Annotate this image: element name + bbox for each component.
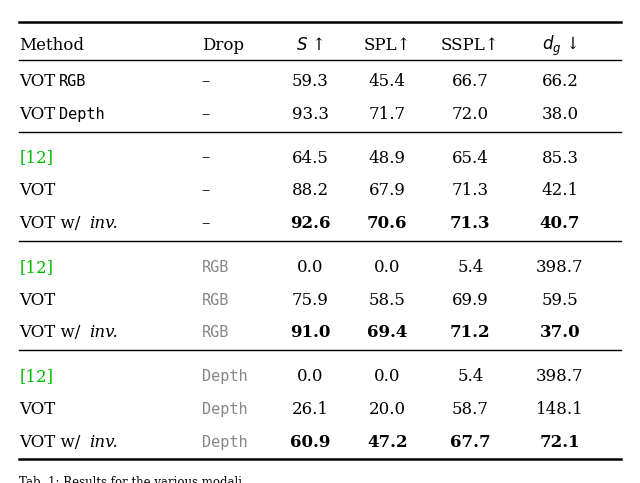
Text: 20.0: 20.0 xyxy=(369,401,406,418)
Text: 37.0: 37.0 xyxy=(540,325,580,341)
Text: 45.4: 45.4 xyxy=(369,73,406,90)
Text: VOT: VOT xyxy=(19,401,56,418)
Text: SPL↑: SPL↑ xyxy=(364,37,411,55)
Text: SSPL↑: SSPL↑ xyxy=(441,37,500,55)
Text: 66.7: 66.7 xyxy=(452,73,489,90)
Text: 69.9: 69.9 xyxy=(452,292,489,309)
Text: –: – xyxy=(202,73,210,90)
Text: inv.: inv. xyxy=(89,325,118,341)
Text: 93.3: 93.3 xyxy=(292,106,329,123)
Text: VOT: VOT xyxy=(19,106,61,123)
Text: 66.2: 66.2 xyxy=(541,73,579,90)
Text: 88.2: 88.2 xyxy=(292,183,329,199)
Text: 26.1: 26.1 xyxy=(292,401,329,418)
Text: $S$ ↑: $S$ ↑ xyxy=(296,37,324,55)
Text: [12]: [12] xyxy=(19,368,53,385)
Text: 47.2: 47.2 xyxy=(367,434,408,451)
Text: RGB: RGB xyxy=(60,74,86,89)
Text: 0.0: 0.0 xyxy=(297,259,324,276)
Text: 71.2: 71.2 xyxy=(450,325,491,341)
Text: 60.9: 60.9 xyxy=(290,434,331,451)
Text: 64.5: 64.5 xyxy=(292,150,329,167)
Text: 91.0: 91.0 xyxy=(290,325,331,341)
Text: Method: Method xyxy=(19,37,84,55)
Text: Tab. 1: Results for the various modali...: Tab. 1: Results for the various modali..… xyxy=(19,476,253,483)
Text: VOT w/: VOT w/ xyxy=(19,325,86,341)
Text: Drop: Drop xyxy=(202,37,244,55)
Text: 58.5: 58.5 xyxy=(369,292,406,309)
Text: 398.7: 398.7 xyxy=(536,259,584,276)
Text: 5.4: 5.4 xyxy=(457,368,484,385)
Text: –: – xyxy=(202,215,210,232)
Text: VOT w/: VOT w/ xyxy=(19,215,86,232)
Text: 48.9: 48.9 xyxy=(369,150,406,167)
Text: 0.0: 0.0 xyxy=(374,259,401,276)
Text: Depth: Depth xyxy=(60,107,105,122)
Text: 65.4: 65.4 xyxy=(452,150,489,167)
Text: 59.5: 59.5 xyxy=(541,292,579,309)
Text: VOT: VOT xyxy=(19,183,56,199)
Text: 5.4: 5.4 xyxy=(457,259,484,276)
Text: 70.6: 70.6 xyxy=(367,215,408,232)
Text: 67.7: 67.7 xyxy=(450,434,491,451)
Text: inv.: inv. xyxy=(89,434,118,451)
Text: –: – xyxy=(202,150,210,167)
Text: 85.3: 85.3 xyxy=(541,150,579,167)
Text: 58.7: 58.7 xyxy=(452,401,489,418)
Text: 92.6: 92.6 xyxy=(290,215,331,232)
Text: –: – xyxy=(202,183,210,199)
Text: [12]: [12] xyxy=(19,259,53,276)
Text: 38.0: 38.0 xyxy=(541,106,579,123)
Text: RGB: RGB xyxy=(202,293,229,308)
Text: Depth: Depth xyxy=(202,402,247,417)
Text: –: – xyxy=(202,106,210,123)
Text: [12]: [12] xyxy=(19,150,53,167)
Text: VOT: VOT xyxy=(19,73,61,90)
Text: 0.0: 0.0 xyxy=(297,368,324,385)
Text: RGB: RGB xyxy=(202,326,229,341)
Text: inv.: inv. xyxy=(89,215,118,232)
Text: RGB: RGB xyxy=(202,260,229,275)
Text: 72.1: 72.1 xyxy=(540,434,580,451)
Text: 75.9: 75.9 xyxy=(292,292,329,309)
Text: 398.7: 398.7 xyxy=(536,368,584,385)
Text: $d_g$ ↓: $d_g$ ↓ xyxy=(542,34,578,58)
Text: 71.7: 71.7 xyxy=(369,106,406,123)
Text: VOT w/: VOT w/ xyxy=(19,434,86,451)
Text: 71.3: 71.3 xyxy=(452,183,489,199)
Text: Depth: Depth xyxy=(202,435,247,450)
Text: 59.3: 59.3 xyxy=(292,73,329,90)
Text: 42.1: 42.1 xyxy=(541,183,579,199)
Text: Depth: Depth xyxy=(202,369,247,384)
Text: 72.0: 72.0 xyxy=(452,106,489,123)
Text: 40.7: 40.7 xyxy=(540,215,580,232)
Text: 148.1: 148.1 xyxy=(536,401,584,418)
Text: 71.3: 71.3 xyxy=(450,215,491,232)
Text: 0.0: 0.0 xyxy=(374,368,401,385)
Text: 67.9: 67.9 xyxy=(369,183,406,199)
Text: 69.4: 69.4 xyxy=(367,325,408,341)
Text: VOT: VOT xyxy=(19,292,56,309)
